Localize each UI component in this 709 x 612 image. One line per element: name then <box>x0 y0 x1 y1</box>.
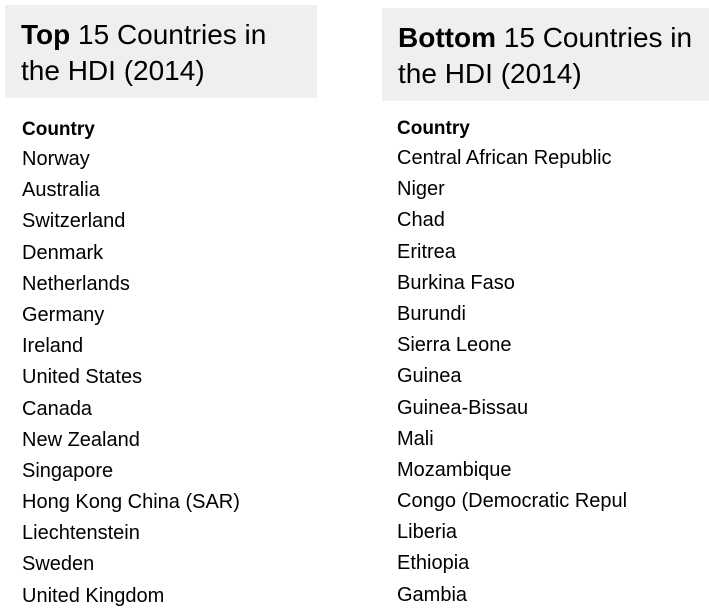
list-item: Switzerland <box>22 210 126 233</box>
list-item: Chad <box>397 209 445 232</box>
list-item: Australia <box>22 179 100 202</box>
list-item: Liechtenstein <box>22 522 140 545</box>
list-item: Mali <box>397 427 434 450</box>
list-item: Central African Republic <box>397 147 612 169</box>
list-item: Sweden <box>22 553 95 576</box>
list-item: Liberia <box>397 521 458 544</box>
list-item: Denmark <box>22 241 104 264</box>
top-title-rest: 15 Countries in the HDI (2014) <box>21 19 267 86</box>
bottom-title-bold: Bottom <box>398 22 496 53</box>
list-item: Niger <box>397 178 445 201</box>
list-item: Sierra Leone <box>397 334 512 357</box>
list-item: Norway <box>22 148 90 170</box>
list-item: Netherlands <box>22 272 130 295</box>
list-item: Congo (Democratic Repul <box>397 490 628 513</box>
bottom-countries-panel: Bottom 15 Countries in the HDI (2014) Co… <box>382 0 709 606</box>
list-item: Canada <box>22 397 93 420</box>
list-item: Guinea <box>397 365 462 388</box>
list-item: Guinea-Bissau <box>397 396 529 419</box>
top-countries-panel: Top 15 Countries in the HDI (2014) Count… <box>5 0 317 607</box>
list-item: Burkina Faso <box>397 271 515 294</box>
list-item: New Zealand <box>22 428 140 451</box>
list-item: Gambia <box>397 583 468 606</box>
list-item: Singapore <box>22 459 114 482</box>
list-item: Germany <box>22 303 105 326</box>
top-column-header: Country <box>22 119 95 140</box>
bottom-column-header: Country <box>397 118 470 139</box>
list-item: Ethiopia <box>397 552 470 575</box>
list-item: United States <box>22 366 143 389</box>
list-item: Ireland <box>22 335 84 358</box>
bottom-panel-title: Bottom 15 Countries in the HDI (2014) <box>382 8 709 101</box>
top-panel-title: Top 15 Countries in the HDI (2014) <box>5 5 317 98</box>
top-title-bold: Top <box>21 19 71 50</box>
list-item: Hong Kong China (SAR) <box>22 491 240 514</box>
bottom-country-list: Country Central African Republic Niger C… <box>397 115 627 611</box>
list-item: Burundi <box>397 302 466 325</box>
list-item: Mozambique <box>397 458 512 481</box>
top-country-list: Country Norway Australia Switzerland Den… <box>22 116 240 612</box>
list-item: United Kingdom <box>22 584 165 607</box>
list-item: Eritrea <box>397 240 456 263</box>
bottom-title-rest: 15 Countries in the HDI (2014) <box>398 22 693 89</box>
